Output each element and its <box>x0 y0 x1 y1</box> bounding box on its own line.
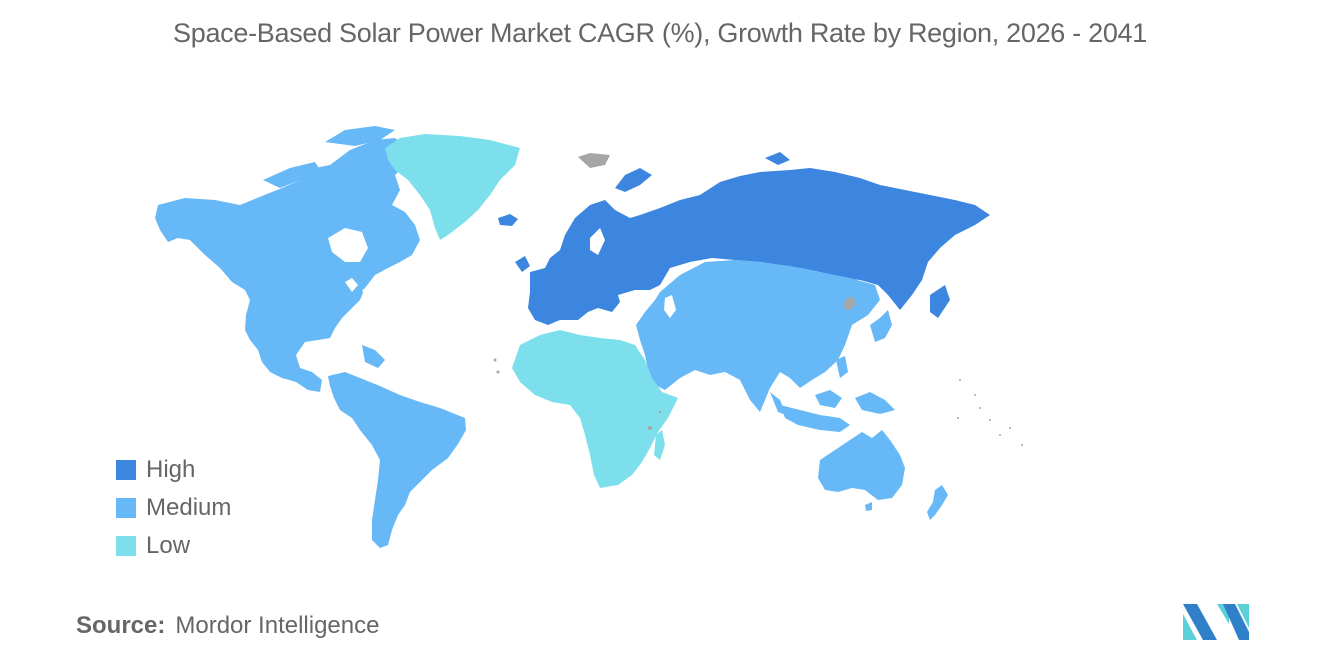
region-madagascar <box>654 430 665 460</box>
pacific-islands <box>493 358 1023 446</box>
source-value: Mordor Intelligence <box>175 612 380 639</box>
region-north-korea <box>844 296 856 310</box>
region-north-america <box>155 126 420 392</box>
black-sea <box>618 290 642 304</box>
region-australia <box>818 430 905 500</box>
region-svalbard <box>578 153 610 168</box>
legend-label: Low <box>146 532 191 559</box>
region-south-america <box>328 345 466 548</box>
legend: High Medium Low <box>116 451 231 565</box>
source-line: Source: Mordor Intelligence <box>76 612 379 640</box>
chart-title: Space-Based Solar Power Market CAGR (%),… <box>173 18 1147 48</box>
legend-swatch-low <box>116 536 136 556</box>
legend-item-medium: Medium <box>116 489 231 527</box>
mordor-intelligence-logo-icon <box>1183 604 1249 640</box>
great-lakes <box>345 278 374 298</box>
region-iceland <box>498 214 518 226</box>
region-europe-russia <box>515 152 990 325</box>
baltic-sea <box>590 228 605 255</box>
legend-label: High <box>146 456 196 483</box>
region-asia <box>636 260 895 432</box>
region-tasmania <box>865 502 872 511</box>
source-label: Source: <box>76 612 166 639</box>
region-africa <box>512 330 678 488</box>
region-greenland <box>385 134 520 240</box>
legend-swatch-medium <box>116 498 136 518</box>
hudson-bay <box>328 228 368 262</box>
legend-label: Medium <box>146 494 232 521</box>
region-new-zealand <box>927 485 948 520</box>
legend-item-low: Low <box>116 527 231 565</box>
legend-swatch-high <box>116 460 136 480</box>
legend-item-high: High <box>116 451 231 489</box>
caspian-sea <box>664 295 676 318</box>
